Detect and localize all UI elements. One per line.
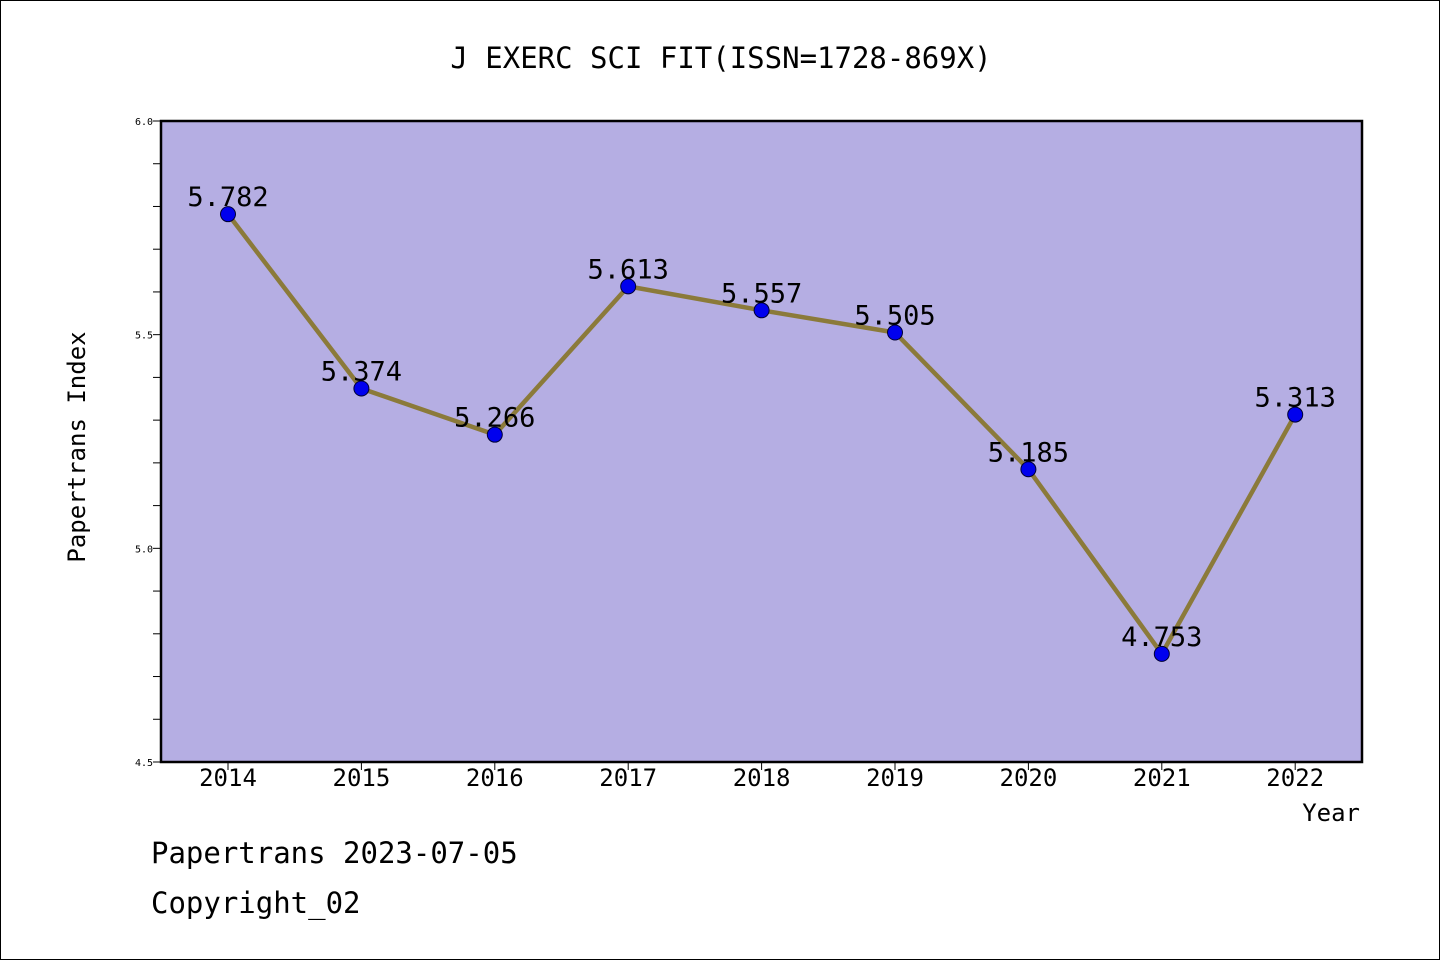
data-label: 5.185 <box>988 437 1069 468</box>
footer-date-text: Papertrans 2023-07-05 <box>151 836 518 870</box>
data-label: 4.753 <box>1121 622 1202 653</box>
plot-area <box>159 119 1364 764</box>
data-point <box>1153 645 1170 662</box>
x-tick-label: 2018 <box>733 764 791 792</box>
data-label: 5.613 <box>588 254 669 285</box>
y-tick-label: 4.5 <box>135 758 153 769</box>
data-label: 5.505 <box>854 301 935 332</box>
x-tick-label: 2017 <box>599 764 657 792</box>
data-markers <box>220 206 1304 662</box>
x-axis: 2014 2015 2016 2017 2018 2019 2020 2021 2022 <box>199 762 1324 792</box>
data-point <box>220 206 236 223</box>
data-label: 5.266 <box>454 403 535 434</box>
x-tick-label: 2019 <box>866 764 924 792</box>
y-tick-label: 5.0 <box>135 544 153 555</box>
x-tick-label: 2020 <box>1000 764 1058 792</box>
x-tick-label: 2016 <box>466 764 524 792</box>
data-label: 5.557 <box>721 278 802 309</box>
data-point <box>1287 406 1304 423</box>
y-axis: 4.5 5.0 5.5 6.0 <box>135 117 161 769</box>
x-axis-label: Year <box>1302 799 1360 827</box>
y-tick-label: 5.5 <box>135 331 153 342</box>
data-point <box>620 278 637 295</box>
data-label: 5.782 <box>187 182 268 213</box>
x-tick-label: 2014 <box>199 764 257 792</box>
data-point <box>1020 461 1037 478</box>
y-axis-label: Papertrans Index <box>63 331 91 562</box>
data-labels: 5.782 5.374 5.266 5.613 5.557 5.505 5.185 4.753… <box>187 182 1335 653</box>
chart-title: J EXERC SCI FIT(ISSN=1728-869X) <box>450 41 991 75</box>
y-tick-label: 6.0 <box>135 117 153 128</box>
data-label: 5.374 <box>321 357 402 388</box>
x-tick-label: 2022 <box>1266 764 1324 792</box>
data-point <box>353 380 370 397</box>
x-tick-label: 2021 <box>1133 764 1191 792</box>
footer-copyright-text: Copyright_02 <box>151 886 361 920</box>
data-point <box>753 302 770 319</box>
data-point <box>887 324 903 341</box>
data-label: 5.313 <box>1255 383 1336 414</box>
x-tick-label: 2015 <box>333 764 391 792</box>
data-point <box>486 426 503 443</box>
